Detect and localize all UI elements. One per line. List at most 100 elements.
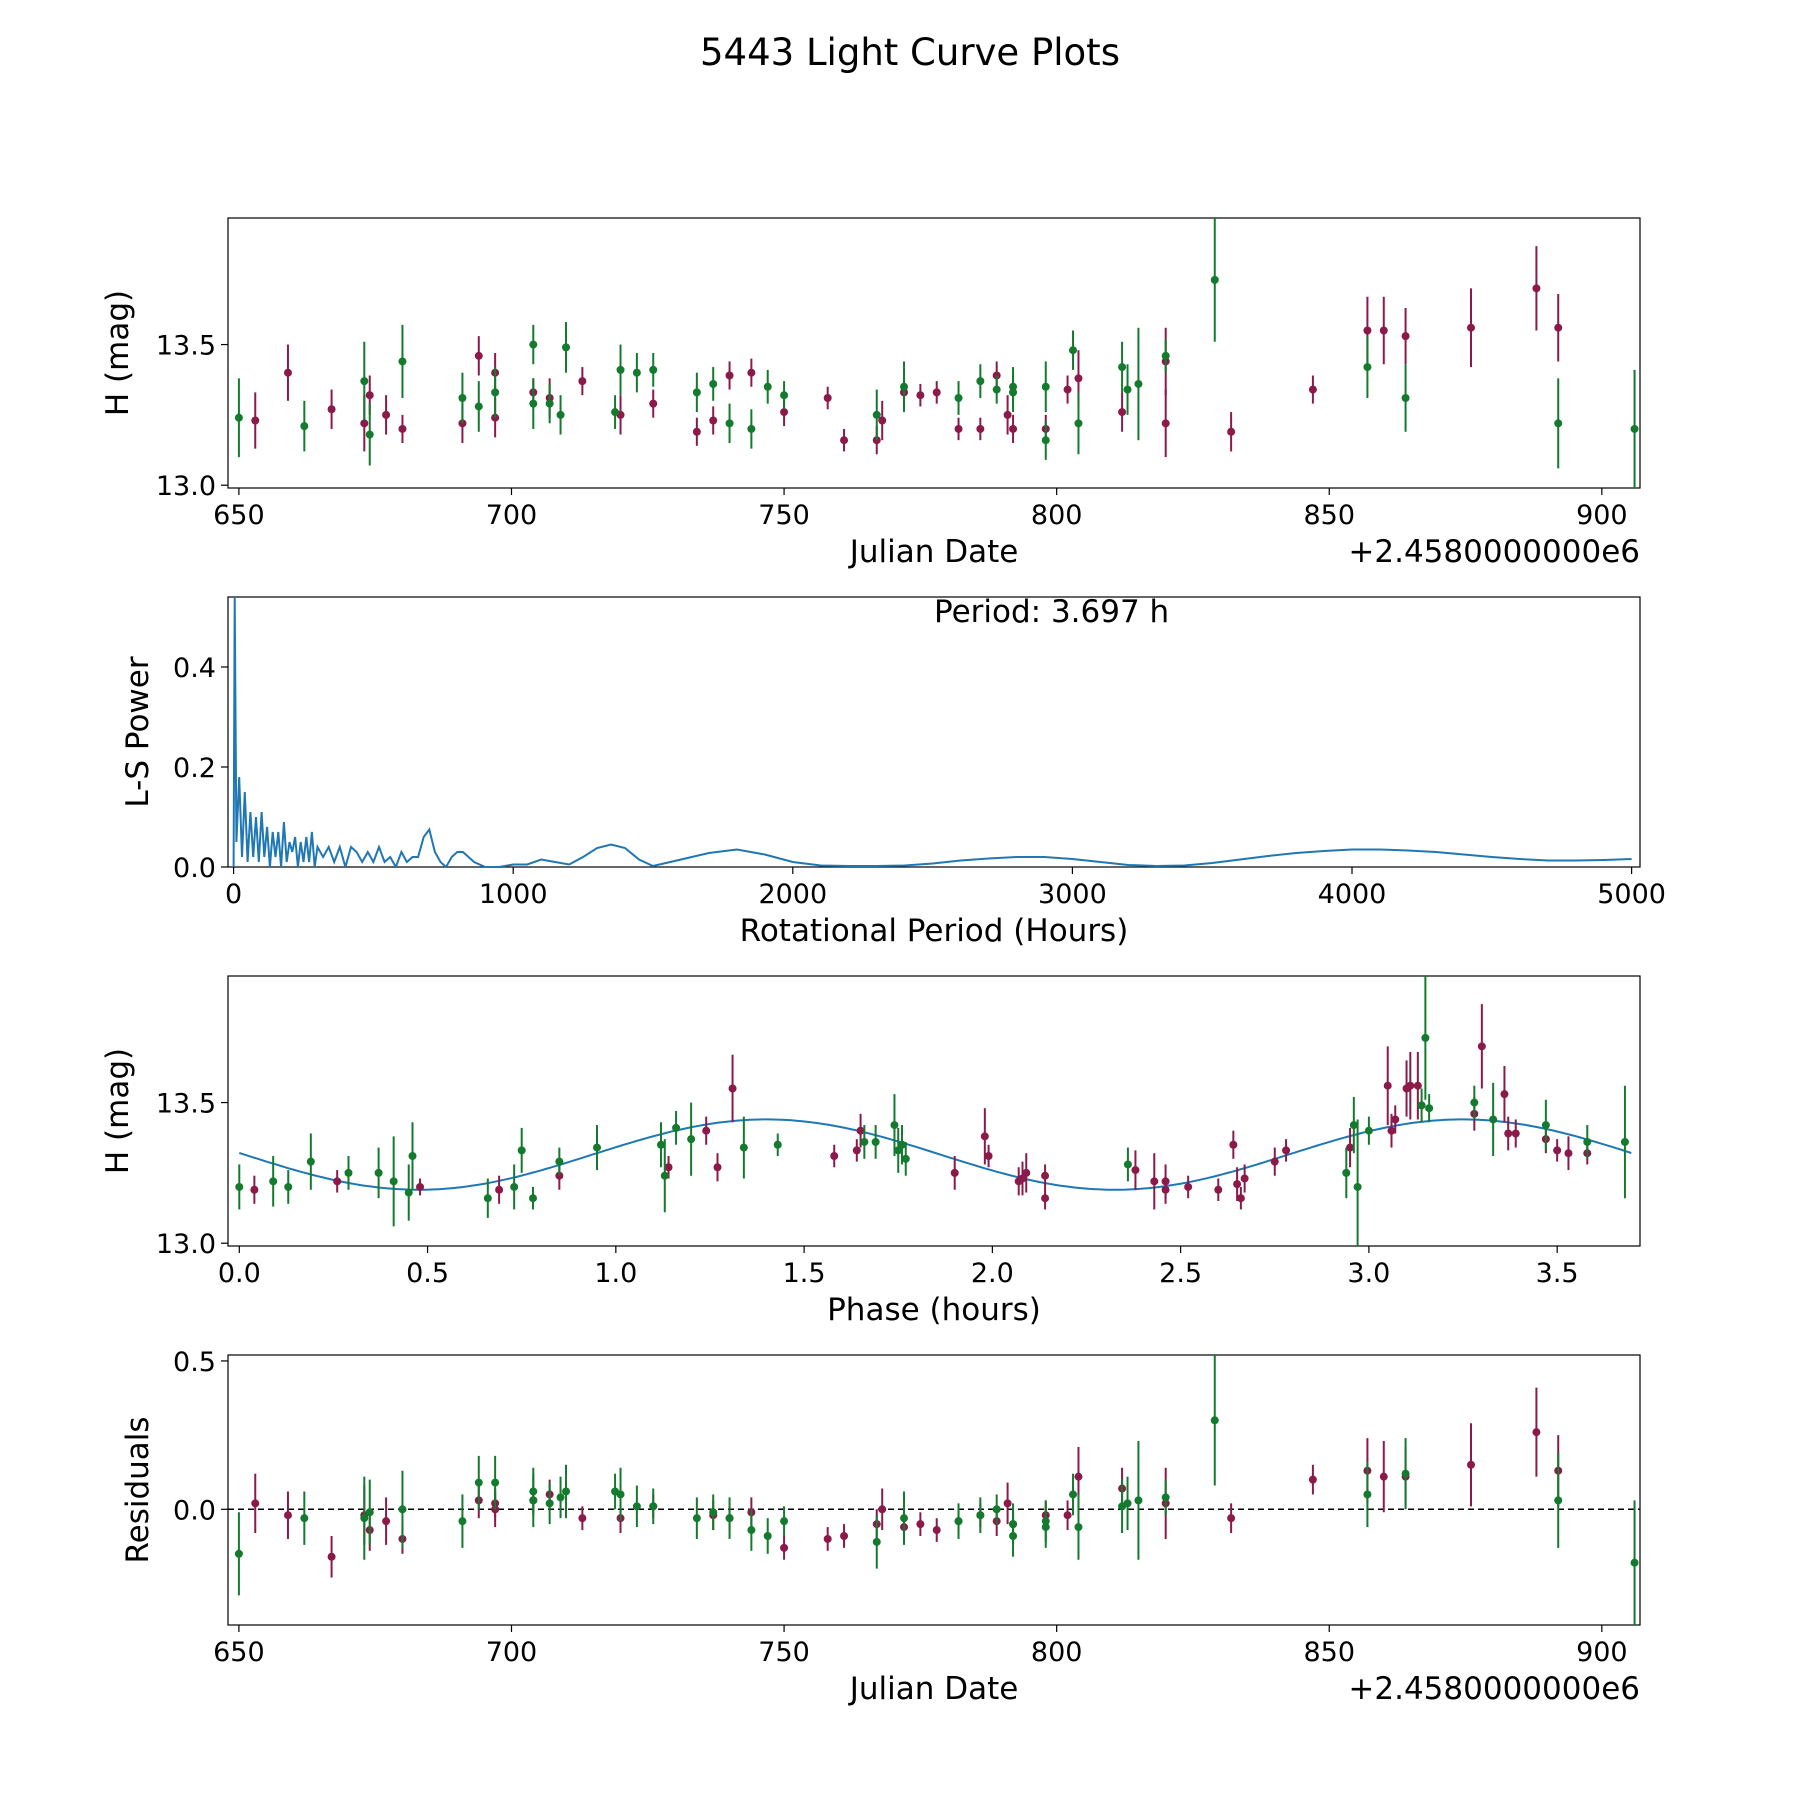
phase-point-filter_b	[660, 1171, 669, 1180]
phase-point-filter_a	[1504, 1129, 1513, 1138]
phase-point-filter_a	[1236, 1194, 1245, 1203]
phase-point-filter_b	[408, 1152, 417, 1160]
phase-point-filter_b	[510, 1182, 519, 1191]
lightcurve-xtick-label: 850	[1303, 500, 1355, 531]
residuals-point-filter_b	[1630, 1558, 1639, 1567]
periodogram-xtick-label: 3000	[1038, 879, 1107, 910]
lightcurve-xtick-label: 700	[486, 500, 538, 531]
residuals-xtick-label: 700	[486, 1637, 538, 1668]
phase-point-filter_b	[657, 1140, 666, 1149]
lightcurve-xtick-label: 900	[1576, 500, 1628, 531]
lightcurve-point-filter_a	[251, 416, 260, 425]
lightcurve-point-filter_b	[900, 382, 909, 391]
lightcurve-point-filter_a	[709, 416, 718, 425]
lightcurve-point-filter_b	[780, 391, 789, 400]
residuals-point-filter_b	[1123, 1499, 1132, 1508]
phase-point-filter_b	[404, 1188, 413, 1197]
phase-point-filter_b	[517, 1146, 526, 1155]
residuals-point-filter_b	[1210, 1416, 1219, 1425]
phase-point-filter_a	[1511, 1129, 1520, 1138]
lightcurve-point-filter_b	[300, 422, 309, 431]
lightcurve-point-filter_b	[1134, 379, 1143, 388]
phase-point-filter_a	[1500, 1090, 1509, 1099]
lightcurve-point-filter_a	[1074, 374, 1083, 383]
residuals-point-filter_a	[327, 1552, 336, 1561]
periodogram-ylabel: L-S Power	[120, 656, 156, 807]
phase-panel: Phase (hours) H (mag) 0.0 0.5 1.0 1.5 2.0 2.5…	[100, 975, 1641, 1328]
periodogram-xtick-label: 1000	[479, 879, 548, 910]
residuals-xtick-label: 650	[213, 1637, 265, 1668]
residuals-axes-frame	[227, 1354, 1641, 1626]
lightcurve-point-filter_b	[1554, 419, 1563, 428]
phase-point-filter_a	[1383, 1081, 1392, 1090]
residuals-point-filter_a	[578, 1514, 587, 1523]
lightcurve-point-filter_b	[1118, 363, 1127, 372]
phase-point-filter_a	[416, 1182, 425, 1191]
residuals-point-filter_a	[1308, 1475, 1317, 1484]
lightcurve-point-filter_a	[283, 368, 292, 377]
residuals-offset-text: +2.4580000000e6	[1348, 1671, 1640, 1707]
phase-point-filter_b	[1349, 1121, 1358, 1130]
phase-point-filter_b	[739, 1143, 748, 1152]
phase-point-filter_a	[1214, 1185, 1223, 1194]
phase-point-filter_b	[672, 1123, 681, 1132]
lightcurve-point-filter_b	[872, 410, 881, 419]
lightcurve-point-filter_b	[992, 385, 1001, 394]
lightcurve-point-filter_a	[474, 351, 483, 360]
lightcurve-xtick-label: 750	[758, 500, 810, 531]
residuals-point-filter_b	[872, 1537, 881, 1546]
lightcurve-point-filter_b	[562, 343, 571, 352]
lightcurve-xtick-label: 650	[213, 500, 265, 531]
lightcurve-offset-text: +2.4580000000e6	[1348, 534, 1640, 570]
phase-ylabel: H (mag)	[100, 1048, 136, 1174]
lightcurve-point-filter_a	[840, 436, 849, 445]
residuals-point-filter_b	[992, 1505, 1001, 1514]
residuals-point-filter_b	[556, 1493, 565, 1502]
lightcurve-axes-frame	[227, 217, 1641, 489]
lightcurve-point-filter_b	[1401, 394, 1410, 402]
residuals-point-filter_b	[649, 1502, 658, 1511]
phase-point-filter_b	[897, 1140, 906, 1149]
phase-point-filter_a	[1387, 1126, 1396, 1135]
residuals-point-filter_b	[1009, 1531, 1018, 1540]
phase-point-filter_b	[1470, 1098, 1479, 1107]
lightcurve-xticks: 650 700 750 800 850 900	[213, 488, 1628, 531]
lightcurve-point-filter_a	[878, 416, 887, 425]
phase-point-filter_b	[890, 1121, 899, 1130]
phase-point-filter_b	[1583, 1137, 1592, 1146]
phase-point-filter_b	[593, 1143, 602, 1152]
lightcurve-point-filter_b	[556, 410, 565, 419]
phase-xtick-label: 0.0	[218, 1258, 261, 1289]
periodogram-xtick-label: 5000	[1597, 879, 1666, 910]
phase-point-filter_a	[250, 1185, 259, 1194]
lightcurve-point-filter_a	[725, 371, 734, 380]
residuals-point-filter_b	[747, 1526, 756, 1535]
phase-point-filter_a	[1229, 1140, 1238, 1149]
phase-xlabel: Phase (hours)	[827, 1292, 1041, 1328]
lightcurve-ytick-label: 13.0	[156, 471, 216, 502]
lightcurve-point-filter_b	[1009, 388, 1018, 397]
lightcurve-xtick-label: 800	[1031, 500, 1083, 531]
residuals-point-filter_a	[382, 1517, 391, 1526]
phase-point-filter_b	[1417, 1101, 1426, 1110]
phase-point-filter_b	[269, 1177, 278, 1186]
lightcurve-point-filter_a	[360, 419, 369, 428]
periodogram-xticks: 0 1000 2000 3000 4000 5000	[225, 867, 1666, 910]
phase-point-filter_b	[389, 1177, 398, 1186]
periodogram-line	[232, 597, 1632, 867]
residuals-point-filter_b	[780, 1517, 789, 1526]
phase-point-filter_b	[555, 1157, 564, 1166]
phase-point-filter_a	[1041, 1194, 1050, 1203]
lightcurve-point-filter_b	[1041, 382, 1050, 391]
residuals-point-filter_b	[365, 1508, 374, 1517]
lightcurve-point-filter_a	[1532, 284, 1541, 293]
phase-xticks: 0.0 0.5 1.0 1.5 2.0 2.5 3.0 3.5	[218, 1246, 1579, 1289]
lightcurve-point-filter_b	[491, 388, 500, 397]
phase-point-filter_b	[284, 1182, 293, 1191]
phase-xtick-label: 1.5	[783, 1258, 826, 1289]
lightcurve-point-filter_a	[578, 377, 587, 386]
residuals-xtick-label: 750	[758, 1637, 810, 1668]
lightcurve-point-filter_a	[692, 427, 701, 436]
lightcurve-point-filter_b	[954, 394, 963, 402]
